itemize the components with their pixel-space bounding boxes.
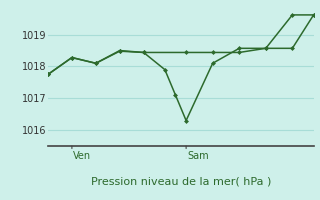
- Text: Sam: Sam: [188, 151, 209, 161]
- Text: Pression niveau de la mer( hPa ): Pression niveau de la mer( hPa ): [91, 177, 271, 187]
- Text: Ven: Ven: [73, 151, 91, 161]
